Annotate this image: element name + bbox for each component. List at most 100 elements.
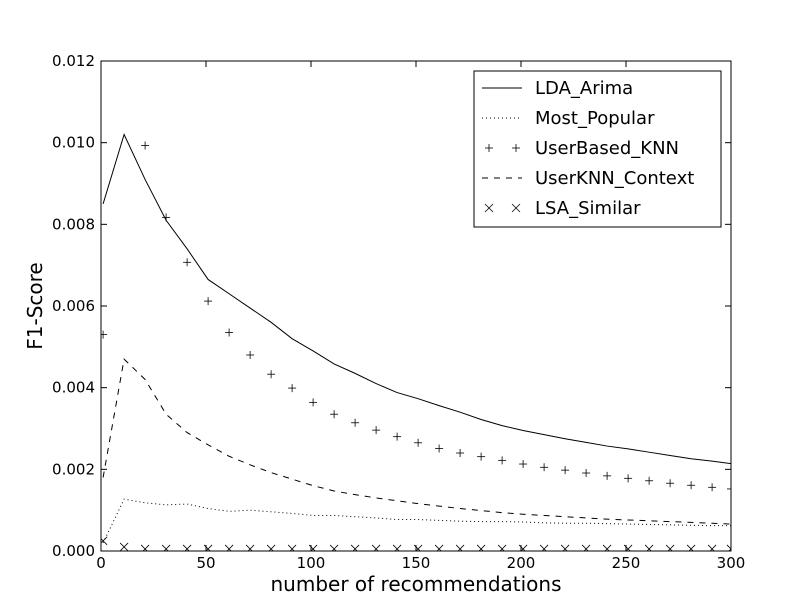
data-point-userbased-knn — [162, 213, 171, 222]
data-point-lsa-similar — [518, 544, 528, 551]
legend: LDA_Arima Most_Popular UserBased_KNN UserKN… — [473, 70, 722, 228]
x-tick-label: 150 — [402, 554, 431, 572]
y-tick-label: 0.008 — [52, 215, 95, 233]
x-tick-label: 0 — [96, 554, 106, 572]
legend-item-userbased-knn: UserBased_KNN — [485, 138, 679, 159]
legend-label: UserBased_KNN — [535, 138, 679, 159]
data-point-userbased-knn — [183, 258, 192, 267]
y-tick-label: 0.000 — [52, 542, 95, 560]
legend-label: UserKNN_Context — [535, 168, 694, 189]
series-line-userknn-context — [102, 358, 731, 525]
y-tick-label: 0.004 — [52, 379, 95, 397]
data-point-lsa-similar — [602, 544, 612, 551]
data-point-userbased-knn — [246, 351, 255, 359]
data-point-lsa-similar — [497, 544, 507, 551]
y-tick-label: 0.010 — [52, 134, 95, 152]
data-point-userbased-knn — [540, 463, 549, 472]
legend-label: Most_Popular — [535, 108, 655, 129]
data-point-lsa-similar — [726, 544, 731, 551]
data-point-userbased-knn — [624, 474, 633, 483]
data-point-userbased-knn — [477, 452, 486, 461]
data-point-userbased-knn — [351, 418, 360, 427]
data-point-lsa-similar — [707, 544, 717, 551]
data-point-lsa-similar — [581, 544, 591, 551]
data-point-lsa-similar — [623, 544, 633, 551]
data-point-userbased-knn — [708, 483, 717, 492]
data-point-lsa-similar — [539, 544, 549, 551]
data-point-userbased-knn — [225, 328, 234, 337]
data-point-userbased-knn — [393, 432, 402, 441]
plot-frame — [100, 60, 732, 552]
y-tick-label: 0.012 — [52, 52, 95, 70]
data-point-lsa-similar — [434, 544, 444, 551]
x-tick-label: 300 — [717, 554, 746, 572]
data-point-userbased-knn — [561, 466, 570, 475]
data-point-lsa-similar — [329, 544, 339, 551]
tick-layer: 0 50 100 150 200 250 300 0.000 0.002 0.004 0.006 0.… — [52, 52, 745, 572]
legend-marker — [511, 203, 521, 213]
data-point-userbased-knn — [204, 297, 213, 306]
data-point-userbased-knn — [414, 438, 423, 447]
data-point-lsa-similar — [161, 544, 171, 551]
data-point-lsa-similar — [686, 544, 696, 551]
legend-marker — [485, 144, 493, 152]
series-lsa-similar — [101, 536, 731, 551]
legend-label: LSA_Similar — [535, 198, 641, 219]
x-tick-label: 100 — [297, 554, 326, 572]
series-userbased-knn — [101, 141, 731, 493]
data-point-lsa-similar — [182, 544, 192, 551]
x-tick-label: 200 — [507, 554, 536, 572]
series-lda-arima — [102, 133, 731, 465]
legend-marker — [484, 203, 494, 213]
data-point-lsa-similar — [560, 544, 570, 551]
data-point-lsa-similar — [140, 544, 150, 551]
data-point-userbased-knn — [687, 481, 696, 490]
data-point-userbased-knn — [582, 469, 591, 478]
data-point-userbased-knn — [330, 410, 339, 419]
data-point-lsa-similar — [245, 544, 255, 551]
legend-item-userknn-context: UserKNN_Context — [482, 168, 694, 189]
x-tick-label: 250 — [612, 554, 641, 572]
data-point-userbased-knn — [645, 476, 654, 485]
data-point-lsa-similar — [308, 544, 318, 551]
y-axis-label: F1-Score — [23, 262, 47, 349]
data-point-userbased-knn — [141, 141, 150, 150]
legend-label: LDA_Arima — [535, 78, 633, 99]
data-point-lsa-similar — [119, 542, 129, 551]
legend-marker — [512, 144, 520, 152]
data-point-lsa-similar — [644, 544, 654, 551]
legend-frame — [473, 70, 722, 228]
data-point-lsa-similar — [266, 544, 276, 551]
x-tick-label: 50 — [196, 554, 215, 572]
data-point-userbased-knn — [372, 426, 381, 435]
data-point-lsa-similar — [665, 544, 675, 551]
data-point-userbased-knn — [101, 330, 108, 339]
data-point-userbased-knn — [288, 384, 297, 393]
data-point-userbased-knn — [666, 479, 675, 488]
data-point-lsa-similar — [371, 544, 381, 551]
data-point-userbased-knn — [435, 444, 444, 453]
legend-item-lsa-similar: LSA_Similar — [484, 198, 641, 219]
data-point-userbased-knn — [309, 398, 318, 407]
data-point-lsa-similar — [413, 544, 423, 551]
legend-item-most-popular: Most_Popular — [482, 108, 655, 129]
data-point-userbased-knn — [727, 484, 731, 493]
legend-item-lda-arima: LDA_Arima — [482, 78, 633, 99]
data-point-lsa-similar — [476, 544, 486, 551]
y-tick-label: 0.002 — [52, 460, 95, 478]
data-point-userbased-knn — [603, 471, 612, 480]
series-line-most-popular — [102, 498, 731, 544]
data-point-lsa-similar — [224, 544, 234, 551]
x-axis-label: number of recommendations — [271, 572, 562, 596]
data-point-userbased-knn — [519, 460, 528, 469]
series-layer — [101, 133, 731, 551]
data-point-userbased-knn — [498, 456, 507, 465]
y-tick-label: 0.006 — [52, 297, 95, 315]
data-point-lsa-similar — [455, 544, 465, 551]
data-point-userbased-knn — [456, 449, 465, 457]
series-most-popular — [102, 498, 731, 544]
data-point-lsa-similar — [203, 544, 213, 551]
series-line-lda-arima — [102, 133, 731, 465]
series-userknn-context — [102, 358, 731, 525]
